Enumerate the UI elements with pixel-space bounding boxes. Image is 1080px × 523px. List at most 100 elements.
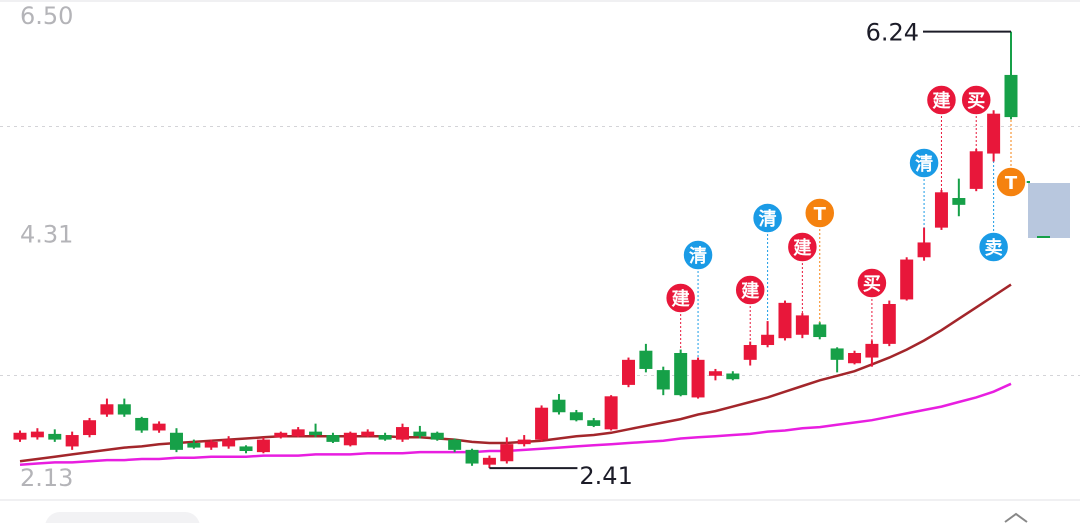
- candle: [343, 431, 357, 447]
- candle: [987, 110, 1001, 162]
- candle: [30, 428, 44, 440]
- candle: [569, 409, 583, 422]
- candle-body: [1004, 74, 1018, 118]
- candle-body: [65, 435, 79, 447]
- signal-text: 清: [689, 246, 707, 267]
- signal-badge: [977, 231, 1010, 263]
- candle-body: [813, 324, 827, 338]
- candle-body: [934, 192, 948, 228]
- candle: [761, 321, 775, 348]
- signal-badge: [734, 274, 766, 306]
- candle-body: [726, 373, 740, 380]
- max-label: 6.24: [866, 19, 919, 47]
- candle-body: [117, 404, 131, 415]
- candle-body: [969, 151, 983, 189]
- candle-body: [917, 242, 931, 258]
- candle: [222, 436, 236, 449]
- candle-body: [900, 259, 914, 300]
- candle: [256, 437, 270, 454]
- candle-body: [13, 432, 27, 440]
- y-tick-label: 2.13: [20, 464, 73, 492]
- signal-badge: [682, 239, 714, 271]
- candle-body: [778, 302, 792, 339]
- candle-body: [152, 423, 166, 431]
- candle: [204, 439, 218, 450]
- candle-body: [361, 431, 375, 437]
- min-label: 2.41: [579, 462, 632, 490]
- candle-body: [413, 431, 427, 437]
- candle: [500, 437, 514, 464]
- candle-body: [222, 439, 236, 447]
- candle: [952, 178, 966, 217]
- signal-badge: [751, 202, 784, 234]
- candle: [448, 438, 462, 453]
- moving-average: [19, 283, 1012, 463]
- candle: [100, 398, 114, 417]
- candle-body: [708, 371, 722, 376]
- candle: [639, 343, 653, 373]
- candle-body: [795, 315, 809, 335]
- candle: [813, 322, 827, 340]
- candle-body: [587, 420, 601, 426]
- candle: [830, 347, 844, 373]
- candle: [187, 439, 201, 449]
- signal-text: 建: [672, 288, 690, 310]
- bottom-icon[interactable]: [1004, 512, 1028, 523]
- candle: [482, 455, 496, 469]
- candle-body: [309, 431, 323, 436]
- candle-body: [569, 412, 583, 421]
- candle-body: [430, 432, 444, 440]
- y-tick-label: 4.31: [20, 221, 73, 249]
- candle: [882, 300, 896, 347]
- signal-text: 买: [863, 274, 881, 295]
- candle: [900, 257, 914, 301]
- candle-body: [448, 439, 462, 450]
- candle-body: [882, 303, 896, 344]
- candle-body: [517, 439, 531, 445]
- signal-badge: [960, 84, 992, 116]
- y-tick-label: 6.50: [20, 2, 73, 30]
- candle: [587, 417, 601, 428]
- candle: [535, 405, 549, 442]
- candle-body: [135, 417, 149, 431]
- candle: [152, 421, 166, 433]
- signal-badge: [925, 84, 958, 116]
- candle-body: [187, 443, 201, 448]
- candle-body: [378, 435, 392, 440]
- candle-body: [848, 352, 862, 364]
- signal-text: 清: [915, 154, 933, 175]
- candle-body: [639, 350, 653, 369]
- signal-badge: [856, 267, 888, 299]
- forecast-box: [1028, 183, 1070, 238]
- candle: [395, 423, 409, 442]
- signal-text: T: [1005, 173, 1018, 194]
- candle-body: [291, 429, 305, 437]
- candle: [865, 340, 879, 367]
- candle: [604, 395, 618, 431]
- candle: [917, 227, 931, 261]
- candle: [309, 423, 323, 438]
- candle: [656, 366, 670, 396]
- signal-text: 建: [793, 237, 811, 259]
- candle-body: [691, 359, 705, 398]
- signal-badge: [786, 231, 819, 263]
- candle-body: [343, 432, 357, 446]
- candle: [726, 371, 740, 381]
- candle: [430, 431, 444, 441]
- candle-body: [395, 427, 409, 440]
- candle-body: [482, 457, 496, 465]
- candle: [622, 357, 636, 388]
- candle: [969, 149, 983, 192]
- candle-body: [604, 396, 618, 430]
- candle-body: [100, 404, 114, 415]
- candle-body: [48, 433, 62, 440]
- candle: [848, 350, 862, 365]
- candle: [169, 428, 183, 453]
- candle: [135, 416, 149, 433]
- candle: [291, 427, 305, 438]
- bottom-button[interactable]: [45, 512, 200, 523]
- candle-body: [30, 431, 44, 438]
- signal-text: 卖: [985, 237, 1003, 259]
- candle: [83, 417, 97, 438]
